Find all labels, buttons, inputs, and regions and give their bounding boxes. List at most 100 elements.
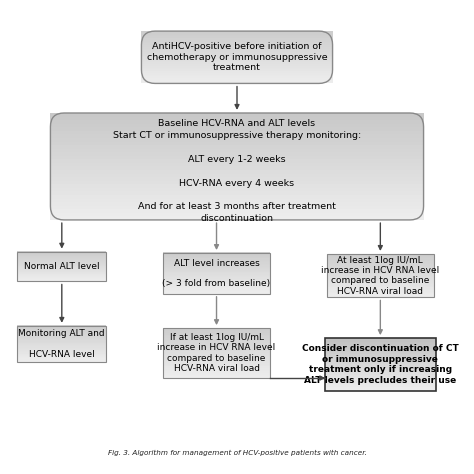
Bar	[163, 255, 270, 257]
Bar	[325, 360, 436, 363]
Bar	[50, 201, 424, 206]
Bar	[50, 148, 424, 152]
Bar	[18, 268, 106, 270]
Bar	[50, 184, 424, 188]
Bar	[327, 261, 434, 263]
Bar	[18, 337, 106, 339]
Bar	[141, 55, 333, 57]
Bar	[50, 127, 424, 131]
Bar	[50, 212, 424, 216]
Bar	[163, 339, 270, 341]
Bar	[325, 374, 436, 377]
Bar	[163, 284, 270, 286]
Bar	[327, 285, 434, 287]
Bar	[163, 287, 270, 288]
Bar	[141, 74, 333, 76]
Bar	[325, 387, 436, 389]
Bar	[163, 259, 270, 261]
Text: Normal ALT level: Normal ALT level	[24, 262, 100, 271]
Bar	[327, 277, 434, 279]
Bar	[163, 280, 270, 282]
Bar	[50, 123, 424, 127]
Bar	[18, 338, 106, 340]
Bar	[18, 269, 106, 271]
Bar	[18, 340, 106, 341]
Bar	[163, 292, 270, 294]
Bar	[18, 256, 106, 258]
Bar	[18, 264, 106, 265]
Bar	[141, 50, 333, 52]
Bar	[141, 36, 333, 38]
Bar	[163, 269, 270, 271]
Bar	[141, 81, 333, 83]
Bar	[18, 273, 106, 274]
Bar	[141, 46, 333, 48]
Bar	[18, 276, 106, 277]
Bar	[18, 251, 106, 253]
Bar	[163, 374, 270, 376]
Bar	[327, 294, 434, 296]
Bar	[163, 281, 270, 283]
Bar	[18, 341, 106, 343]
Text: AntiHCV-positive before initiation of
chemotherapy or immunosuppressive
treatmen: AntiHCV-positive before initiation of ch…	[146, 42, 328, 72]
Bar	[50, 177, 424, 181]
Bar	[50, 116, 424, 120]
Bar	[163, 328, 270, 330]
Bar	[325, 341, 436, 344]
Bar	[141, 62, 333, 64]
Bar	[141, 73, 333, 75]
Bar	[141, 43, 333, 45]
Bar	[327, 287, 434, 289]
Bar	[325, 343, 436, 345]
Bar	[18, 263, 106, 264]
Text: At least 1log IU/mL
increase in HCV RNA level
compared to baseline
HCV-RNA viral: At least 1log IU/mL increase in HCV RNA …	[321, 255, 439, 296]
Bar	[327, 274, 434, 276]
Bar	[50, 198, 424, 202]
Bar	[325, 357, 436, 359]
Bar	[327, 266, 434, 268]
Bar	[18, 279, 106, 281]
Bar	[50, 130, 424, 135]
Bar	[163, 357, 270, 360]
Bar	[325, 376, 436, 378]
Bar	[141, 76, 333, 78]
Bar	[325, 354, 436, 356]
Bar	[141, 69, 333, 71]
Bar	[50, 205, 424, 209]
Bar	[327, 288, 434, 290]
Bar	[18, 329, 106, 330]
Bar	[18, 345, 106, 346]
Bar	[325, 371, 436, 373]
Bar	[325, 338, 436, 340]
Bar	[163, 278, 270, 280]
Bar	[163, 258, 270, 260]
Bar	[141, 71, 333, 73]
Bar	[141, 32, 333, 35]
Bar	[18, 258, 106, 260]
Bar	[50, 137, 424, 142]
Bar	[141, 60, 333, 63]
Bar	[18, 353, 106, 355]
Bar	[141, 31, 333, 33]
Bar	[18, 266, 106, 267]
Bar	[18, 327, 106, 328]
Bar	[18, 267, 106, 269]
Bar	[18, 277, 106, 278]
Bar	[327, 265, 434, 267]
Bar	[163, 329, 270, 331]
Bar	[163, 288, 270, 290]
Bar	[141, 78, 333, 80]
Bar	[325, 382, 436, 383]
Bar	[18, 325, 106, 327]
Bar	[18, 349, 106, 351]
Bar	[18, 333, 106, 334]
Bar	[163, 363, 270, 365]
Bar	[325, 350, 436, 352]
Text: Consider discontinuation of CT
or immunosuppressive
treatment only if increasing: Consider discontinuation of CT or immuno…	[302, 344, 459, 384]
Bar	[141, 80, 333, 82]
Bar	[18, 344, 106, 345]
Bar	[163, 261, 270, 263]
Bar	[163, 354, 270, 356]
Bar	[163, 356, 270, 358]
Bar	[327, 254, 434, 255]
